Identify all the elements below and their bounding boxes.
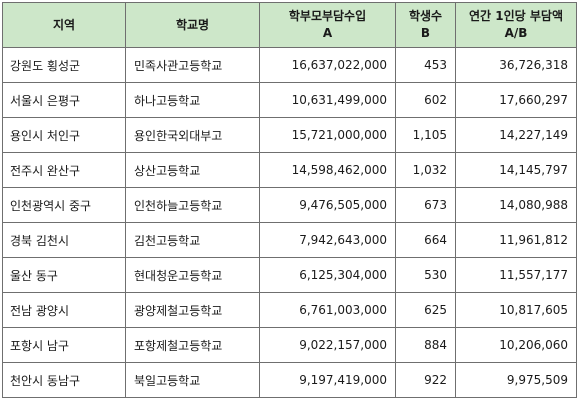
header-income-symbol: A [322, 26, 333, 40]
cell-school: 인천하늘고등학교 [125, 187, 260, 223]
table-row: 서울시 은평구 하나고등학교 10,631,499,000 602 17,660… [2, 82, 577, 118]
table-row: 강원도 횡성군 민족사관고등학교 16,637,022,000 453 36,7… [2, 47, 577, 83]
cell-region: 용인시 처인구 [2, 117, 126, 153]
table-row: 용인시 처인구 용인한국외대부고 15,721,000,000 1,105 14… [2, 117, 577, 153]
header-income: 학부모부담수입 A [259, 2, 396, 48]
table-row: 전주시 완산구 상산고등학교 14,598,462,000 1,032 14,1… [2, 152, 577, 188]
cell-students: 625 [395, 292, 456, 328]
cell-per-student: 36,726,318 [455, 47, 577, 83]
header-row: 지역 학교명 학부모부담수입 A 학생수 B 연간 1인당 부담액 A/B [2, 2, 577, 48]
table-row: 인천광역시 중구 인천하늘고등학교 9,476,505,000 673 14,0… [2, 187, 577, 223]
cell-income: 14,598,462,000 [259, 152, 396, 188]
cell-per-student: 17,660,297 [455, 82, 577, 118]
cell-school: 현대청운고등학교 [125, 257, 260, 293]
cell-per-student: 10,206,060 [455, 327, 577, 363]
cell-region: 강원도 횡성군 [2, 47, 126, 83]
cell-students: 664 [395, 222, 456, 258]
cell-income: 9,197,419,000 [259, 362, 396, 398]
header-students-symbol: B [420, 26, 431, 40]
cell-students: 453 [395, 47, 456, 83]
cell-income: 9,476,505,000 [259, 187, 396, 223]
cell-per-student: 14,227,149 [455, 117, 577, 153]
cell-school: 광양제철고등학교 [125, 292, 260, 328]
table-header: 지역 학교명 학부모부담수입 A 학생수 B 연간 1인당 부담액 A/B [2, 2, 577, 48]
cell-students: 673 [395, 187, 456, 223]
cell-students: 884 [395, 327, 456, 363]
cell-per-student: 11,961,812 [455, 222, 577, 258]
school-burden-table: 지역 학교명 학부모부담수입 A 학생수 B 연간 1인당 부담액 A/B [2, 2, 577, 398]
cell-income: 16,637,022,000 [259, 47, 396, 83]
cell-students: 922 [395, 362, 456, 398]
cell-school: 상산고등학교 [125, 152, 260, 188]
cell-income: 6,125,304,000 [259, 257, 396, 293]
cell-region: 전주시 완산구 [2, 152, 126, 188]
header-school: 학교명 [125, 2, 260, 48]
cell-school: 북일고등학교 [125, 362, 260, 398]
cell-income: 6,761,003,000 [259, 292, 396, 328]
table-body: 강원도 횡성군 민족사관고등학교 16,637,022,000 453 36,7… [2, 47, 577, 398]
cell-school: 민족사관고등학교 [125, 47, 260, 83]
cell-income: 9,022,157,000 [259, 327, 396, 363]
cell-students: 602 [395, 82, 456, 118]
table-row: 경북 김천시 김천고등학교 7,942,643,000 664 11,961,8… [2, 222, 577, 258]
cell-school: 용인한국외대부고 [125, 117, 260, 153]
cell-per-student: 14,145,797 [455, 152, 577, 188]
header-per-student-label: 연간 1인당 부담액 [469, 9, 563, 23]
table-row: 전남 광양시 광양제철고등학교 6,761,003,000 625 10,817… [2, 292, 577, 328]
cell-region: 경북 김천시 [2, 222, 126, 258]
cell-income: 7,942,643,000 [259, 222, 396, 258]
cell-per-student: 11,557,177 [455, 257, 577, 293]
cell-region: 서울시 은평구 [2, 82, 126, 118]
cell-school: 하나고등학교 [125, 82, 260, 118]
cell-income: 15,721,000,000 [259, 117, 396, 153]
header-students: 학생수 B [395, 2, 456, 48]
header-per-student-symbol: A/B [504, 26, 528, 40]
cell-students: 1,032 [395, 152, 456, 188]
cell-region: 포항시 남구 [2, 327, 126, 363]
header-region: 지역 [2, 2, 126, 48]
table-row: 울산 동구 현대청운고등학교 6,125,304,000 530 11,557,… [2, 257, 577, 293]
cell-students: 1,105 [395, 117, 456, 153]
table-row: 천안시 동남구 북일고등학교 9,197,419,000 922 9,975,5… [2, 362, 577, 398]
cell-school: 포항제철고등학교 [125, 327, 260, 363]
cell-per-student: 14,080,988 [455, 187, 577, 223]
header-students-label: 학생수 [408, 9, 443, 23]
cell-per-student: 10,817,605 [455, 292, 577, 328]
cell-region: 전남 광양시 [2, 292, 126, 328]
cell-school: 김천고등학교 [125, 222, 260, 258]
cell-region: 인천광역시 중구 [2, 187, 126, 223]
header-per-student: 연간 1인당 부담액 A/B [455, 2, 577, 48]
cell-income: 10,631,499,000 [259, 82, 396, 118]
cell-region: 울산 동구 [2, 257, 126, 293]
cell-per-student: 9,975,509 [455, 362, 577, 398]
header-school-label: 학교명 [175, 17, 210, 32]
header-income-label: 학부모부담수입 [288, 9, 367, 23]
header-region-label: 지역 [52, 17, 76, 32]
table-row: 포항시 남구 포항제철고등학교 9,022,157,000 884 10,206… [2, 327, 577, 363]
cell-region: 천안시 동남구 [2, 362, 126, 398]
cell-students: 530 [395, 257, 456, 293]
